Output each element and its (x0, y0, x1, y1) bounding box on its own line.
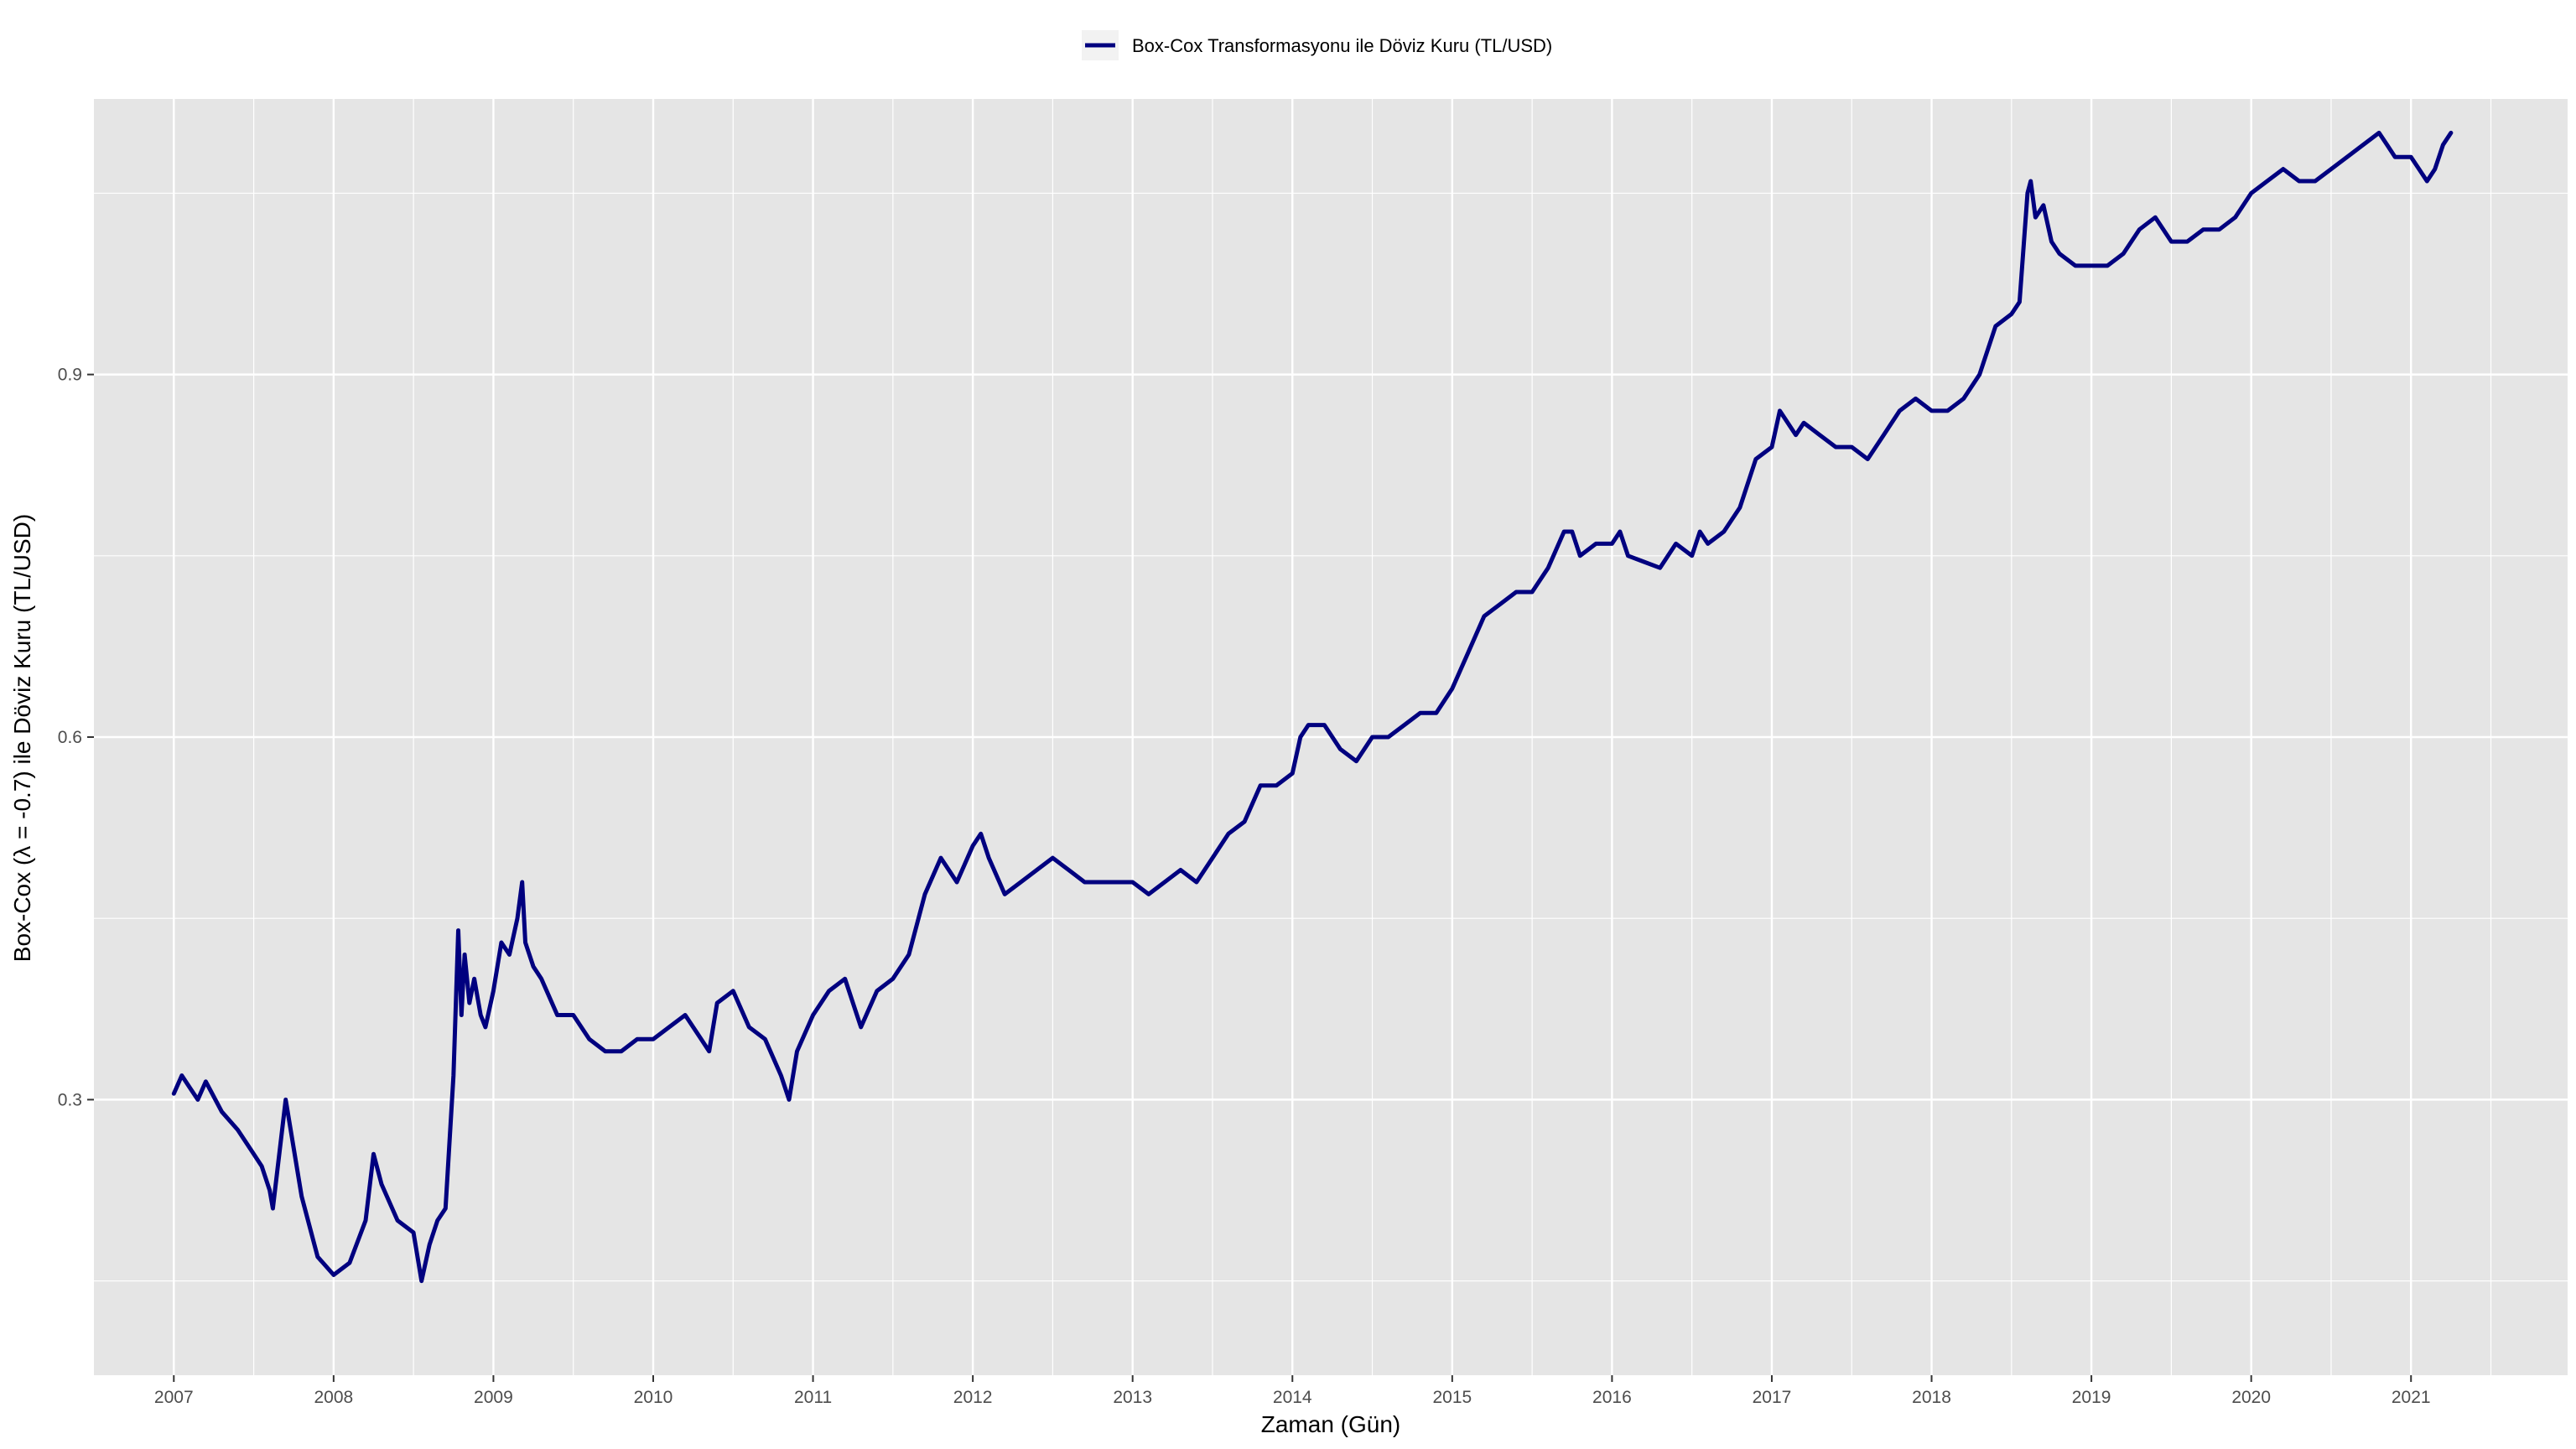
x-axis-title: Zaman (Gün) (1261, 1411, 1401, 1437)
legend: Box-Cox Transformasyonu ile Döviz Kuru (… (1082, 30, 1552, 60)
y-tick-label: 0.9 (58, 366, 82, 385)
x-tick-label: 2012 (953, 1388, 993, 1407)
y-axis: 0.3 0.6 0.9 (58, 366, 94, 1109)
x-tick-label: 2014 (1273, 1388, 1312, 1407)
x-tick-label: 2020 (2231, 1388, 2271, 1407)
x-tick-label: 2015 (1432, 1388, 1472, 1407)
x-tick-label: 2008 (314, 1388, 353, 1407)
grid-major (94, 99, 2568, 1375)
x-tick-label: 2017 (1753, 1388, 1792, 1407)
x-tick-label: 2019 (2072, 1388, 2111, 1407)
y-tick-label: 0.3 (58, 1090, 82, 1109)
legend-label: Box-Cox Transformasyonu ile Döviz Kuru (… (1132, 35, 1552, 56)
x-tick-label: 2007 (154, 1388, 194, 1407)
series-line (171, 130, 2454, 1284)
x-tick-label: 2010 (634, 1388, 673, 1407)
y-tick-label: 0.6 (58, 728, 82, 747)
x-tick-label: 2013 (1113, 1388, 1152, 1407)
y-axis-title: Box-Cox (λ = -0.7) ile Döviz Kuru (TL/US… (9, 514, 35, 962)
x-tick-label: 2011 (794, 1388, 832, 1407)
x-tick-label: 2016 (1592, 1388, 1632, 1407)
x-tick-label: 2018 (1912, 1388, 1951, 1407)
x-axis: 2007 2008 2009 2010 2011 2012 2013 2014 2015 2016… (154, 1375, 2431, 1407)
x-tick-label: 2021 (2392, 1388, 2431, 1407)
x-tick-label: 2009 (474, 1388, 513, 1407)
